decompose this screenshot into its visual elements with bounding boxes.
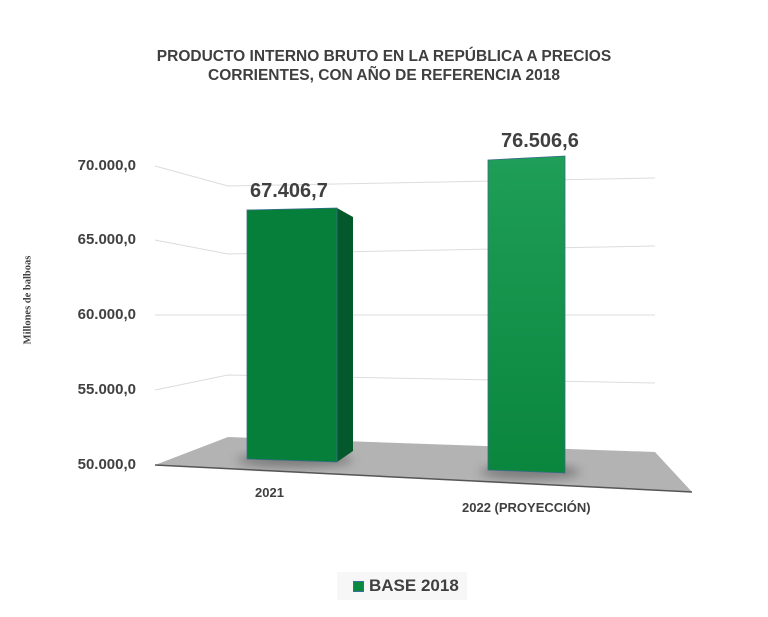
y-tick-60000: 60.000,0 — [77, 306, 136, 323]
gridline-55000 — [154, 374, 656, 391]
chart-floor — [155, 437, 692, 492]
legend-swatch-base-2018 — [353, 580, 364, 592]
y-tick-50000: 50.000,0 — [77, 456, 136, 473]
chart-title-line-1: PRODUCTO INTERNO BRUTO EN LA REPÚBLICA A… — [156, 48, 612, 65]
gridline-65000 — [154, 239, 656, 255]
gridlines — [154, 165, 656, 391]
gridline-70000 — [154, 165, 656, 187]
legend-label-base-2018: BASE 2018 — [369, 576, 459, 595]
chart-title: PRODUCTO INTERNO BRUTO EN LA REPÚBLICA A… — [0, 47, 768, 85]
y-tick-70000: 70.000,0 — [77, 157, 136, 174]
x-tick-2021: 2021 — [255, 485, 284, 500]
bar-2021-front — [246, 207, 338, 463]
y-tick-65000: 65.000,0 — [77, 231, 136, 248]
chart-title-line-2: CORRIENTES, CON AÑO DE REFERENCIA 2018 — [208, 67, 560, 84]
bar-2021 — [246, 207, 353, 463]
bar-2021-side — [337, 208, 353, 462]
bar-2022-front — [487, 155, 566, 474]
bar-2022 — [487, 155, 566, 474]
legend: BASE 2018 — [337, 572, 467, 600]
data-label-2022: 76.506,6 — [501, 130, 579, 152]
data-label-2021: 67.406,7 — [250, 180, 328, 202]
x-tick-2022: 2022 (PROYECCIÓN) — [462, 500, 591, 515]
y-tick-55000: 55.000,0 — [77, 381, 136, 398]
